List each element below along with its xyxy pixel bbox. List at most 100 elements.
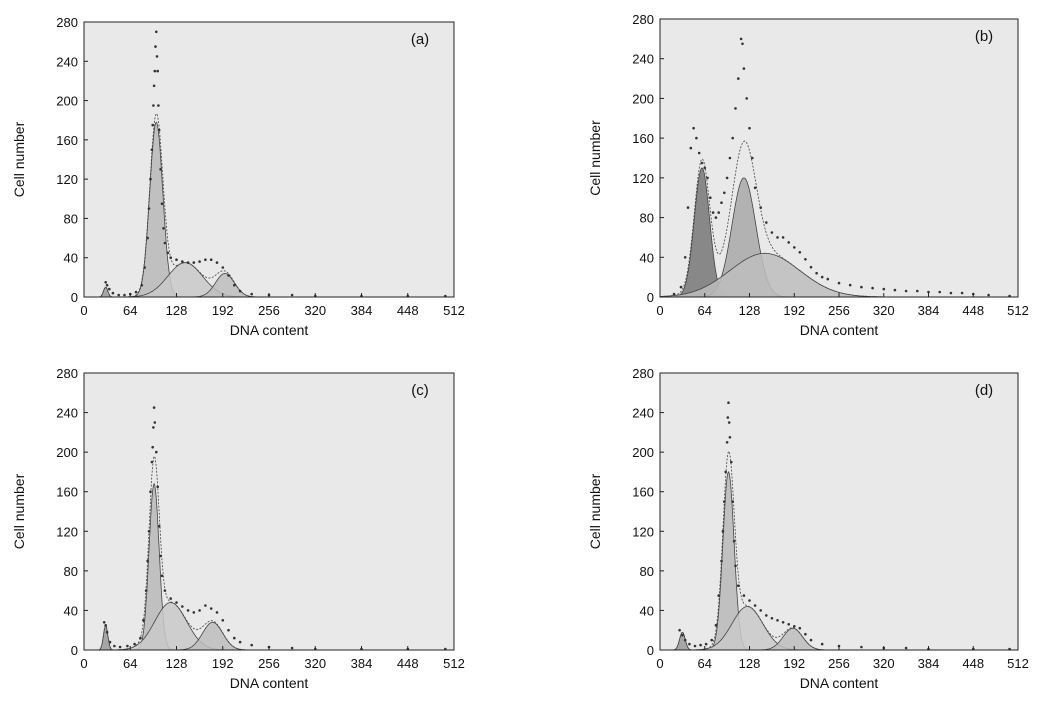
data-point-a-40 xyxy=(233,283,236,287)
data-point-d-16 xyxy=(727,401,730,405)
x-tick-label-c-1: 64 xyxy=(123,656,137,671)
data-point-a-30 xyxy=(175,258,178,262)
data-point-b-21 xyxy=(737,77,740,80)
data-point-d-36 xyxy=(809,638,813,642)
data-point-d-6 xyxy=(704,642,708,646)
data-point-c-32 xyxy=(209,607,213,610)
plot-area-c xyxy=(84,373,454,650)
data-point-b-55 xyxy=(987,293,990,297)
data-point-b-25 xyxy=(745,97,748,100)
y-tick-label-a-4: 160 xyxy=(56,133,78,148)
y-tick-label-d-4: 160 xyxy=(632,485,654,500)
data-point-c-14 xyxy=(150,460,154,464)
data-point-b-28 xyxy=(753,186,757,190)
data-point-b-14 xyxy=(717,211,720,214)
data-point-a-7 xyxy=(134,290,138,294)
panel-label-b: (b) xyxy=(975,28,993,45)
data-point-b-50 xyxy=(927,290,930,294)
data-point-a-9 xyxy=(143,266,146,269)
x-axis-label-a: DNA content xyxy=(230,322,309,338)
data-point-d-34 xyxy=(798,626,802,630)
y-tick-label-d-3: 120 xyxy=(632,524,654,539)
x-tick-label-a-6: 384 xyxy=(351,303,373,318)
data-point-d-1 xyxy=(681,633,684,637)
data-point-b-13 xyxy=(714,216,718,219)
data-point-d-20 xyxy=(731,500,734,503)
data-point-d-13 xyxy=(724,470,727,474)
data-point-d-9 xyxy=(717,594,720,597)
x-tick-label-a-5: 320 xyxy=(304,303,326,318)
x-tick-label-a-7: 448 xyxy=(397,303,419,318)
data-point-d-19 xyxy=(730,460,733,464)
y-tick-label-d-2: 80 xyxy=(640,564,654,579)
data-point-c-13 xyxy=(149,490,152,494)
data-point-c-3 xyxy=(108,640,112,644)
data-point-d-33 xyxy=(793,625,796,628)
data-point-a-15 xyxy=(152,104,155,107)
data-point-a-28 xyxy=(166,251,170,255)
data-point-d-11 xyxy=(721,530,725,533)
data-point-d-4 xyxy=(693,644,697,648)
y-tick-label-d-1: 40 xyxy=(640,603,654,618)
data-point-a-42 xyxy=(250,292,253,296)
data-point-b-11 xyxy=(709,196,712,199)
x-tick-label-b-3: 192 xyxy=(783,303,805,318)
data-point-b-0 xyxy=(672,292,676,296)
data-point-a-25 xyxy=(160,202,164,205)
data-point-c-6 xyxy=(126,644,129,648)
data-point-c-40 xyxy=(290,646,294,650)
data-point-c-12 xyxy=(147,530,151,533)
data-point-a-34 xyxy=(198,260,201,263)
x-tick-label-c-3: 192 xyxy=(212,656,234,671)
data-point-a-23 xyxy=(157,128,161,132)
y-axis-label-a: Cell number xyxy=(11,121,27,197)
y-tick-label-c-4: 160 xyxy=(56,485,78,500)
data-point-b-5 xyxy=(692,126,695,130)
data-point-a-24 xyxy=(159,168,162,171)
y-tick-label-b-4: 160 xyxy=(632,131,654,146)
data-point-c-36 xyxy=(233,636,236,640)
data-point-a-14 xyxy=(151,123,154,127)
y-tick-label-b-6: 240 xyxy=(632,52,654,67)
data-point-a-44 xyxy=(290,293,294,297)
data-point-c-30 xyxy=(198,609,201,612)
y-tick-label-a-3: 120 xyxy=(56,172,78,187)
data-point-d-12 xyxy=(723,500,726,503)
data-point-b-7 xyxy=(697,151,701,155)
data-point-a-5 xyxy=(123,293,126,297)
data-point-c-33 xyxy=(215,611,219,614)
data-point-b-39 xyxy=(815,271,818,275)
x-tick-label-c-0: 0 xyxy=(80,656,87,671)
y-tick-label-c-0: 0 xyxy=(71,643,78,658)
data-point-a-38 xyxy=(221,266,225,269)
data-point-d-0 xyxy=(678,628,681,632)
data-point-b-19 xyxy=(731,136,734,140)
axes-a: 0 64 128 192 256 320 384 448 512 0 40 80 120 160 200 24… xyxy=(56,15,465,318)
data-point-d-35 xyxy=(804,632,807,636)
data-point-c-28 xyxy=(186,609,190,612)
axes-d: 0 64 128 192 256 320 384 448 512 0 40 80 120 160 200 24… xyxy=(632,366,1029,671)
panel-a: 0 64 128 192 256 320 384 448 512 0 40 80 120 160 200 24… xyxy=(11,15,465,338)
data-point-c-35 xyxy=(227,628,230,632)
data-point-b-32 xyxy=(776,236,779,239)
data-point-a-32 xyxy=(186,261,190,264)
data-point-d-14 xyxy=(725,441,729,444)
data-point-c-22 xyxy=(159,554,162,558)
y-tick-label-c-1: 40 xyxy=(64,603,78,618)
x-tick-label-a-0: 0 xyxy=(80,303,87,318)
y-tick-label-a-6: 240 xyxy=(56,54,78,69)
data-point-c-0 xyxy=(102,621,106,624)
x-tick-label-c-6: 384 xyxy=(351,656,373,671)
y-tick-label-b-5: 200 xyxy=(632,91,654,106)
data-point-a-13 xyxy=(150,148,154,151)
data-point-c-17 xyxy=(152,406,156,409)
plot-area-d xyxy=(660,373,1018,650)
data-point-b-47 xyxy=(893,288,897,292)
data-point-a-36 xyxy=(209,258,213,262)
y-tick-label-c-6: 240 xyxy=(56,406,78,421)
data-point-a-37 xyxy=(215,261,219,264)
data-point-b-49 xyxy=(916,289,919,293)
data-point-a-26 xyxy=(162,227,165,230)
axes-b: 0 64 128 192 256 320 384 448 512 0 40 80 120 160 200 24… xyxy=(632,12,1029,318)
x-tick-label-c-8: 512 xyxy=(443,656,465,671)
